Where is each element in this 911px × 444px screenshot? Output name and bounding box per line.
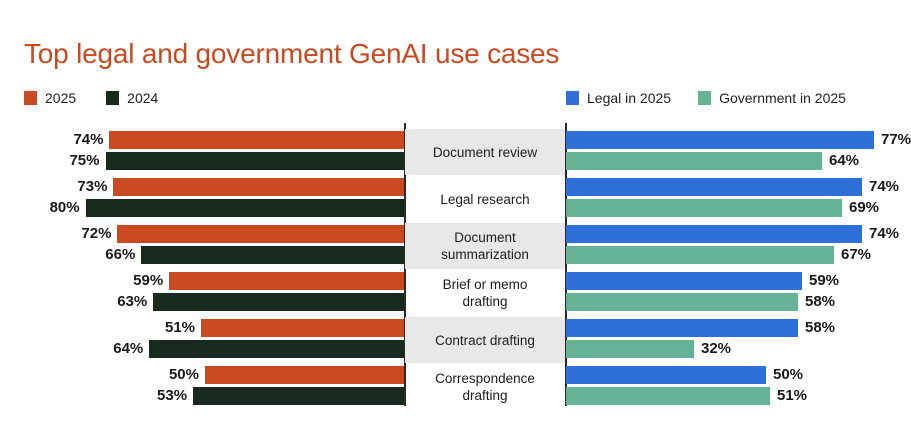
- bar-2025-document-summarization: [117, 225, 404, 243]
- right-axis-line: [565, 123, 567, 406]
- bar-legal-in-2025-document-summarization: [566, 225, 862, 243]
- value-label-legal-in-2025: 74%: [869, 178, 900, 195]
- butterfly-bar-chart: Document review Legal research Document …: [0, 123, 911, 409]
- value-label-government-in-2025: 67%: [841, 246, 872, 263]
- bar-2024-contract-drafting: [149, 340, 404, 358]
- value-label-2024: 66%: [105, 246, 136, 263]
- value-label-2024: 75%: [69, 152, 100, 169]
- value-label-2025: 51%: [164, 319, 196, 336]
- value-label-2025: 74%: [73, 131, 104, 148]
- legend-label: Government in 2025: [719, 90, 846, 106]
- legend-left: 2025 2024: [24, 90, 188, 106]
- legend-item-2025: 2025: [24, 90, 76, 106]
- bar-government-in-2025-correspondence-drafting: [566, 387, 770, 405]
- value-label-2025: 72%: [81, 225, 112, 242]
- category-label-document-summarization: Document summarization: [405, 223, 565, 269]
- value-label-2024: 53%: [157, 387, 188, 404]
- value-label-legal-in-2025: 74%: [869, 225, 900, 242]
- bar-2024-brief-or-memo-drafting: [153, 293, 404, 311]
- value-label-2025: 50%: [168, 366, 199, 383]
- legend-swatch-legal: [566, 91, 579, 105]
- legend-item-government: Government in 2025: [698, 90, 846, 106]
- bar-government-in-2025-document-summarization: [566, 246, 834, 264]
- bar-legal-in-2025-correspondence-drafting: [566, 366, 766, 384]
- bar-legal-in-2025-document-review: [566, 131, 874, 149]
- legend-label: Legal in 2025: [587, 90, 672, 106]
- bar-2024-legal-research: [85, 199, 404, 217]
- value-label-government-in-2025: 69%: [849, 199, 880, 216]
- value-label-government-in-2025: 64%: [829, 152, 860, 169]
- value-label-2024: 63%: [117, 293, 148, 310]
- value-label-government-in-2025: 51%: [777, 387, 808, 404]
- value-label-legal-in-2025: 77%: [881, 131, 911, 148]
- bar-government-in-2025-contract-drafting: [566, 340, 694, 358]
- value-label-legal-in-2025: 50%: [773, 366, 804, 383]
- bar-2025-document-review: [109, 131, 404, 149]
- category-label-brief-memo-drafting: Brief or memo drafting: [442, 277, 528, 309]
- value-label-2024: 64%: [113, 340, 144, 357]
- value-label-2025: 73%: [77, 178, 108, 195]
- bar-government-in-2025-document-review: [566, 152, 822, 170]
- value-label-2025: 59%: [133, 272, 164, 289]
- legend-swatch-2025: [24, 91, 37, 105]
- bar-government-in-2025-brief-or-memo-drafting: [566, 293, 798, 311]
- category-label-correspondence-drafting: Correspondence drafting: [435, 371, 535, 403]
- bar-legal-in-2025-contract-drafting: [566, 319, 798, 337]
- value-label-government-in-2025: 58%: [805, 293, 836, 310]
- category-label-document-review: Document review: [405, 129, 565, 175]
- legend-swatch-government: [698, 91, 712, 105]
- value-label-legal-in-2025: 58%: [805, 319, 836, 336]
- legend-right: Legal in 2025 Government in 2025: [566, 90, 873, 106]
- bar-2024-document-review: [105, 152, 404, 170]
- category-label-legal-research: Legal research: [440, 191, 530, 207]
- bar-legal-in-2025-legal-research: [566, 178, 862, 196]
- bar-2025-correspondence-drafting: [205, 366, 404, 384]
- bar-2024-correspondence-drafting: [193, 387, 404, 405]
- legend-label: 2025: [45, 90, 77, 106]
- legend-item-legal: Legal in 2025: [566, 90, 671, 106]
- bar-2025-brief-or-memo-drafting: [169, 272, 404, 290]
- left-axis-line: [404, 123, 406, 406]
- bar-2025-legal-research: [113, 178, 404, 196]
- legend-item-2024: 2024: [106, 90, 158, 106]
- value-label-2024: 80%: [49, 199, 80, 216]
- bar-legal-in-2025-brief-or-memo-drafting: [566, 272, 802, 290]
- bar-2024-document-summarization: [141, 246, 404, 264]
- chart-title: Top legal and government GenAI use cases: [24, 38, 560, 69]
- legend-swatch-2024: [106, 91, 120, 105]
- value-label-government-in-2025: 32%: [701, 340, 732, 357]
- bar-2025-contract-drafting: [201, 319, 404, 337]
- legend-label: 2024: [127, 90, 159, 106]
- value-label-legal-in-2025: 59%: [809, 272, 840, 289]
- category-label-contract-drafting: Contract drafting: [405, 317, 565, 363]
- bar-government-in-2025-legal-research: [566, 199, 842, 217]
